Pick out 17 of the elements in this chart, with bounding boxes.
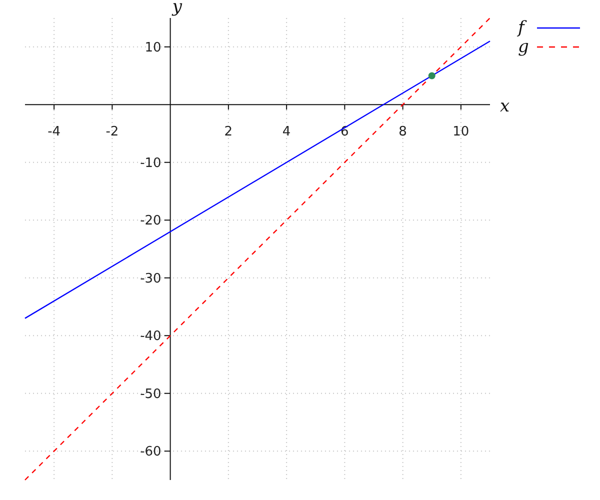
y-tick-label: -60 [140, 444, 162, 460]
y-tick-label: -50 [140, 386, 162, 402]
x-tick-label: 4 [282, 124, 291, 140]
y-tick-label: -40 [140, 329, 162, 344]
y-tick-label: -10 [140, 156, 162, 171]
y-axis-title: y [171, 0, 182, 17]
x-tick-label: 2 [224, 124, 233, 140]
legend-label: f [516, 18, 527, 38]
y-tick-label: -30 [140, 271, 162, 286]
x-tick-label: 10 [452, 124, 470, 140]
y-tick-label: -20 [140, 214, 162, 229]
x-tick-label: 8 [398, 124, 407, 140]
y-tick-label: 10 [144, 40, 162, 56]
x-axis-title: x [500, 96, 510, 117]
x-tick-label: -2 [106, 124, 119, 140]
x-tick-label: -4 [48, 124, 61, 140]
legend-label: g [518, 37, 529, 57]
